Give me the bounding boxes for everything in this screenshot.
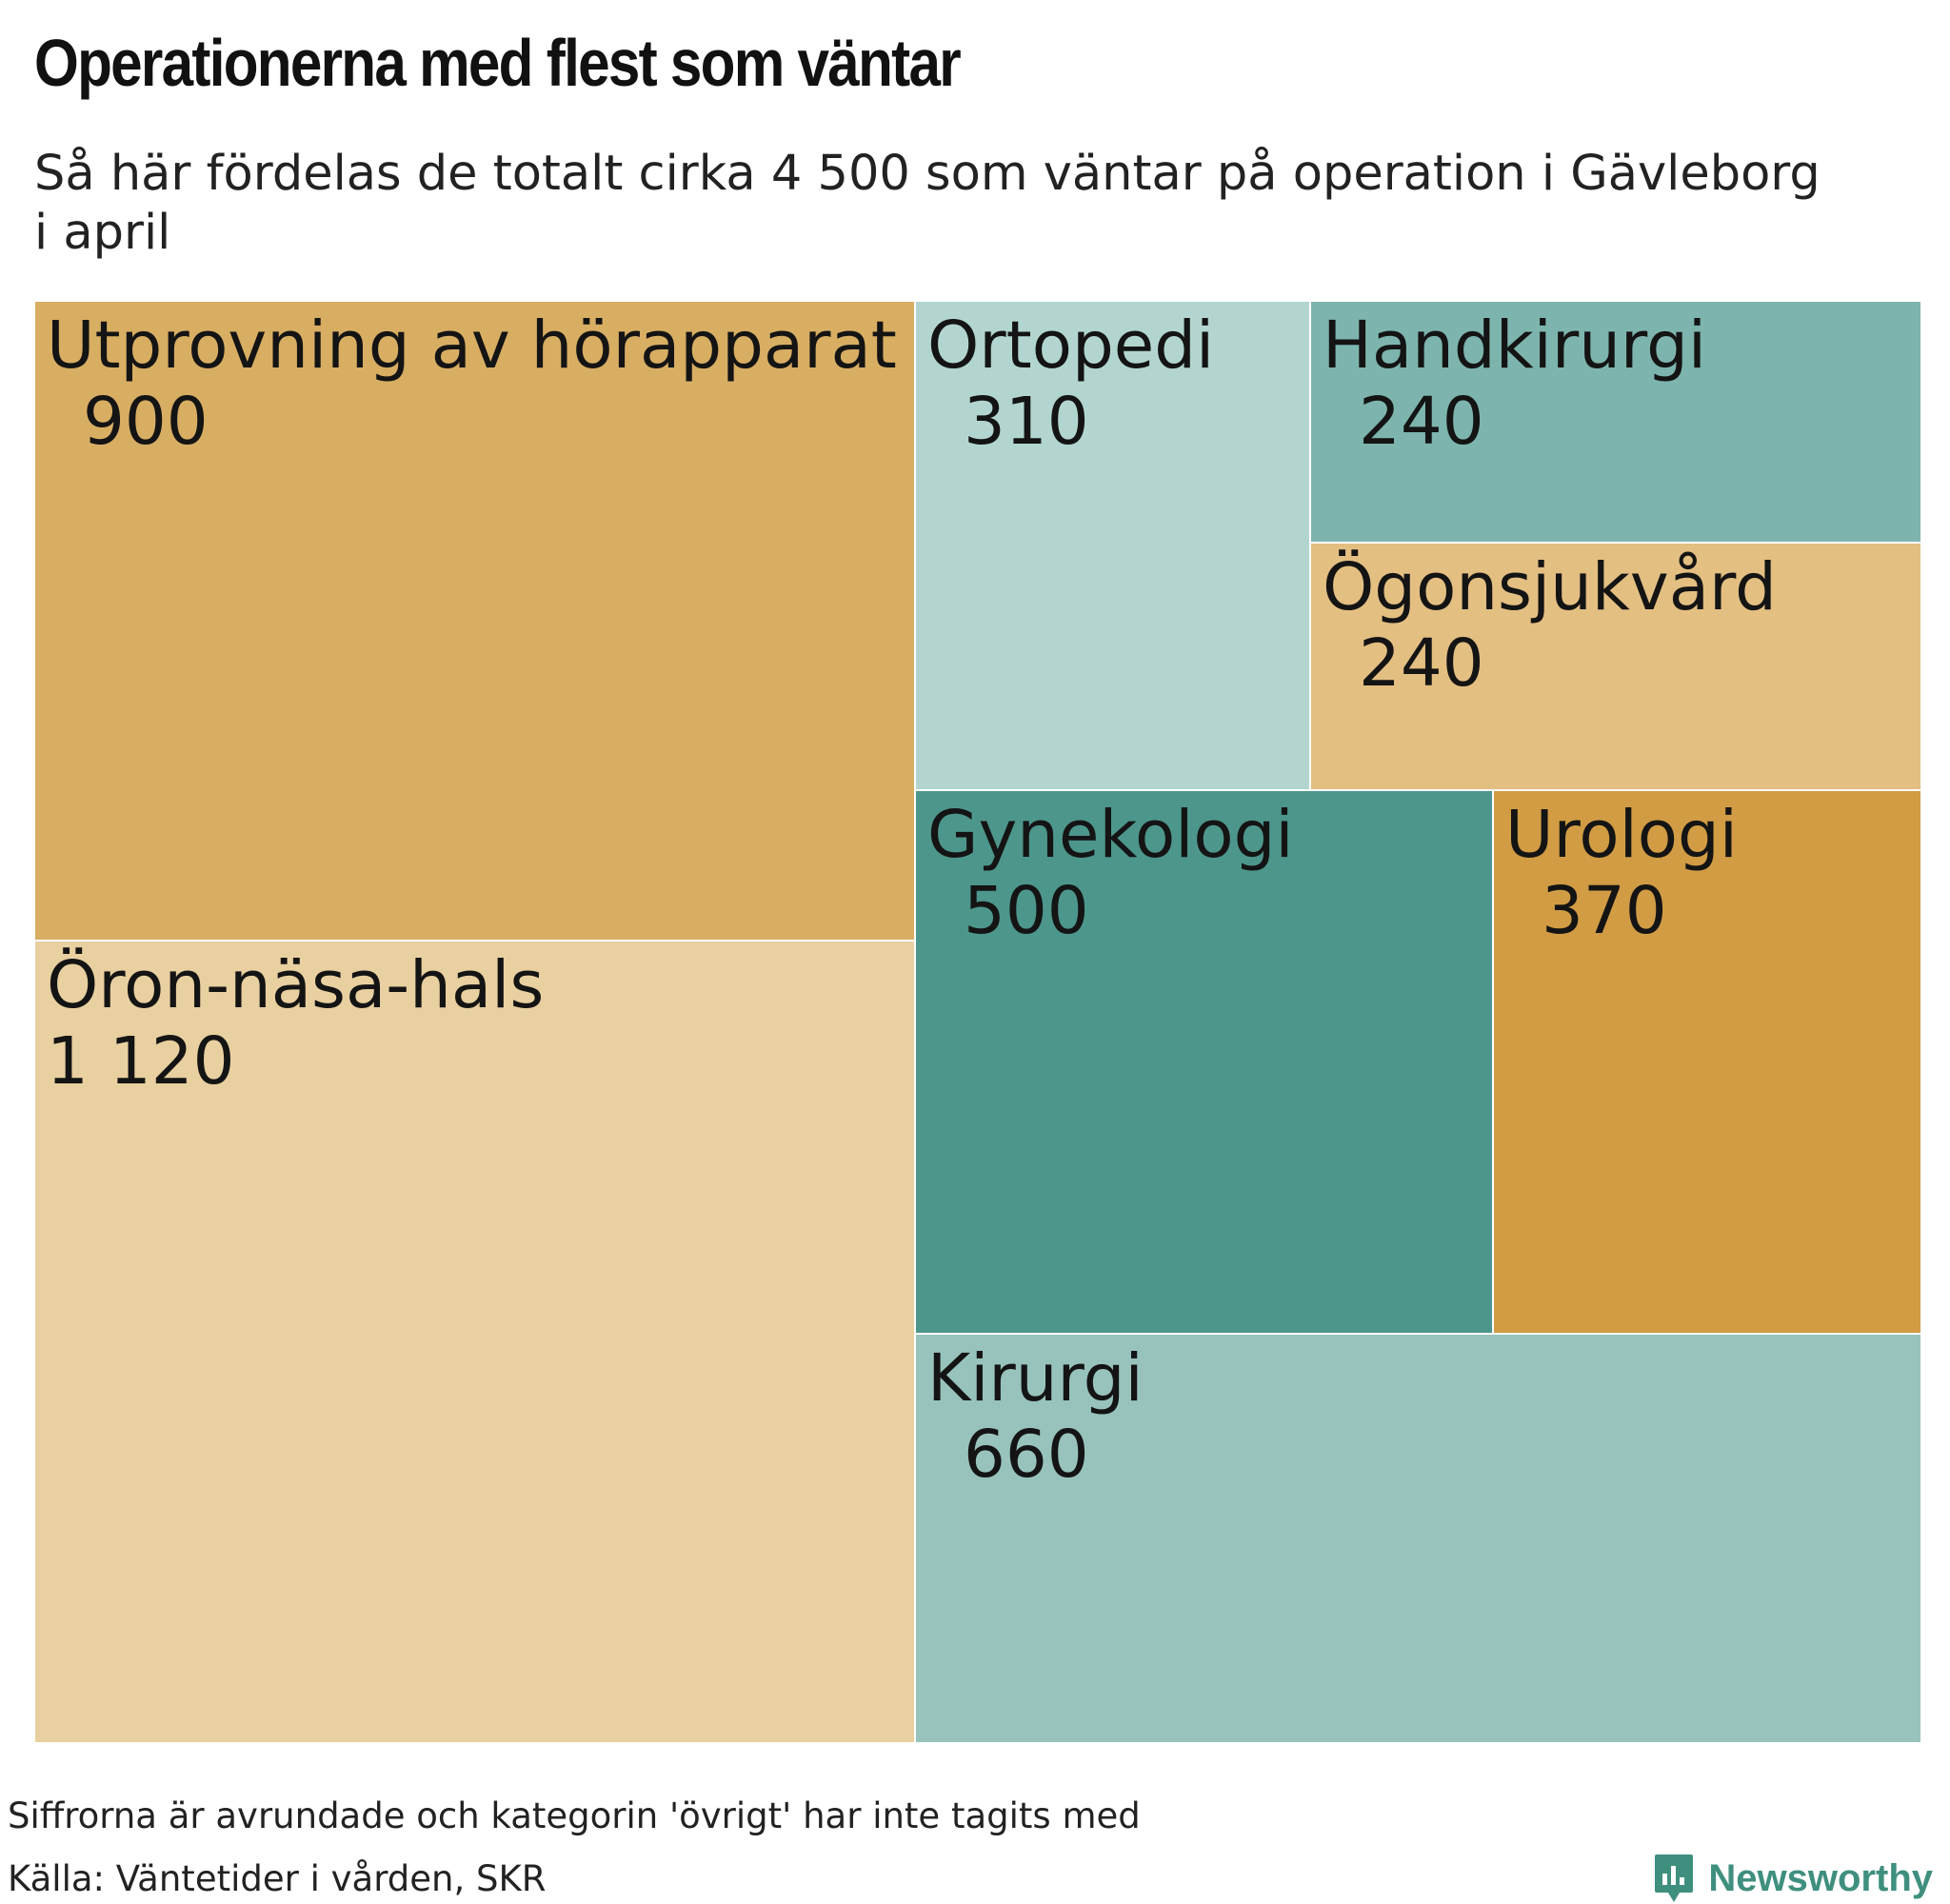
source-note: Källa: Väntetider i vården, SKR <box>8 1858 547 1899</box>
tile-label: Gynekologi <box>927 797 1294 873</box>
tile-value: 500 <box>964 873 1089 949</box>
tile-label: Öron-näsa-hals <box>47 947 545 1023</box>
tile-label: Urologi <box>1505 797 1738 873</box>
tile-label: Ortopedi <box>927 307 1215 384</box>
chart-title: Operationerna med flest som väntar <box>34 26 962 100</box>
tile-value: 900 <box>83 384 209 460</box>
tile-horapparat: Utprovning av hörapparat 900 <box>34 301 915 941</box>
tile-label: Kirurgi <box>927 1340 1144 1417</box>
tile-gynekologi: Gynekologi 500 <box>915 790 1493 1334</box>
tile-label: Handkirurgi <box>1323 307 1707 384</box>
tile-oron-nasa-hals: Öron-näsa-hals 1 120 <box>34 941 915 1743</box>
tile-value: 310 <box>964 384 1089 460</box>
tile-urologi: Urologi 370 <box>1493 790 1921 1334</box>
tile-value: 240 <box>1359 384 1484 460</box>
tile-ogonsjukvard: Ögonsjukvård 240 <box>1310 543 1921 790</box>
brand-name: Newsworthy <box>1708 1856 1933 1899</box>
tile-value: 660 <box>964 1417 1089 1493</box>
tile-handkirurgi: Handkirurgi 240 <box>1310 301 1921 543</box>
tile-value: 370 <box>1542 873 1667 949</box>
tile-value: 240 <box>1359 625 1484 702</box>
brand-logo: Newsworthy <box>1653 1853 1933 1904</box>
footnote: Siffrorna är avrundade och kategorin 'öv… <box>8 1795 1141 1836</box>
tile-value: 1 120 <box>47 1023 235 1100</box>
chart-subtitle: Så här fördelas de totalt cirka 4 500 so… <box>34 146 1821 261</box>
newsworthy-logo-icon <box>1655 1854 1694 1902</box>
tile-label: Utprovning av hörapparat <box>47 307 897 384</box>
tile-ortopedi: Ortopedi 310 <box>915 301 1310 790</box>
treemap: Utprovning av hörapparat 900 Öron-näsa-h… <box>34 301 1921 1743</box>
tile-kirurgi: Kirurgi 660 <box>915 1334 1921 1743</box>
tile-label: Ögonsjukvård <box>1323 549 1777 625</box>
